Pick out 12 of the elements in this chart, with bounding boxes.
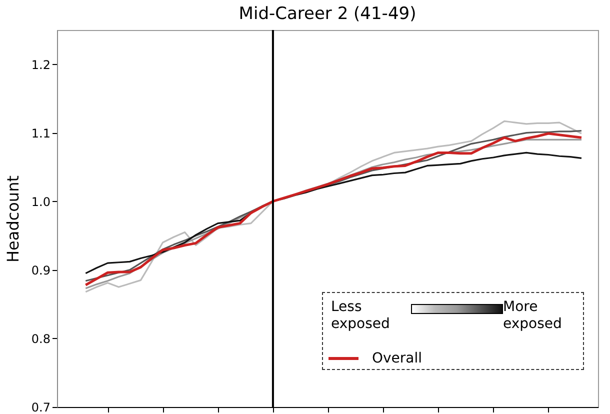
y-tick-label: 0.7 [31,400,50,414]
y-axis-title: Headcount [3,176,22,262]
annotation: Less exposed [331,299,391,333]
y-tick-label: 1.1 [31,126,50,140]
chart-title: Mid-Career 2 (41-49) [238,4,416,24]
annotation: More exposed [503,299,563,333]
y-tick-label: 0.8 [31,332,50,346]
line-series [84,152,582,274]
y-tick-label: 1.0 [31,194,50,209]
y-tick-label: 1.2 [31,58,50,72]
y-tick-label: 0.9 [31,263,50,278]
legend-label: Overall [372,350,422,366]
